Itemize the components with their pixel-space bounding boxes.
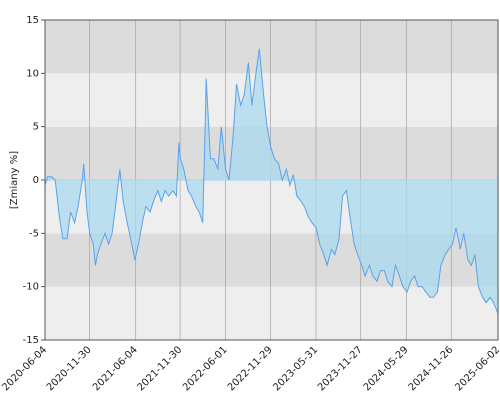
x-tick-label: 2025-06-02 <box>453 344 500 393</box>
x-tick-label: 2023-05-31 <box>271 344 320 393</box>
x-tick-label: 2024-11-26 <box>407 344 456 393</box>
x-tick-label: 2020-06-04 <box>0 344 49 393</box>
plot-border <box>44 19 499 341</box>
band <box>45 286 498 340</box>
x-tick-label: 2020-11-30 <box>45 344 94 393</box>
x-tick-label: 2024-05-29 <box>362 344 411 393</box>
line <box>44 48 499 314</box>
x-tick-label: 2021-06-04 <box>91 344 140 393</box>
band <box>45 20 498 74</box>
x-tick-label: 2022-06-01 <box>181 344 230 393</box>
y-tick-label: 0 <box>33 175 39 186</box>
y-tick-label: -15 <box>23 335 39 346</box>
y-tick-label: 15 <box>26 15 39 26</box>
x-tick-label: 2022-11-29 <box>226 344 275 393</box>
x-tick-label: 2021-11-30 <box>135 344 184 393</box>
y-tick-label: 10 <box>26 68 39 79</box>
y-axis-label: [Zmiany %] <box>9 151 20 209</box>
area <box>45 48 498 314</box>
y-tick-label: 5 <box>33 122 39 133</box>
y-tick-label: -10 <box>23 282 39 293</box>
band <box>45 73 498 127</box>
x-tick-label: 2023-11-27 <box>316 344 365 393</box>
y-tick-label: -5 <box>29 228 39 239</box>
